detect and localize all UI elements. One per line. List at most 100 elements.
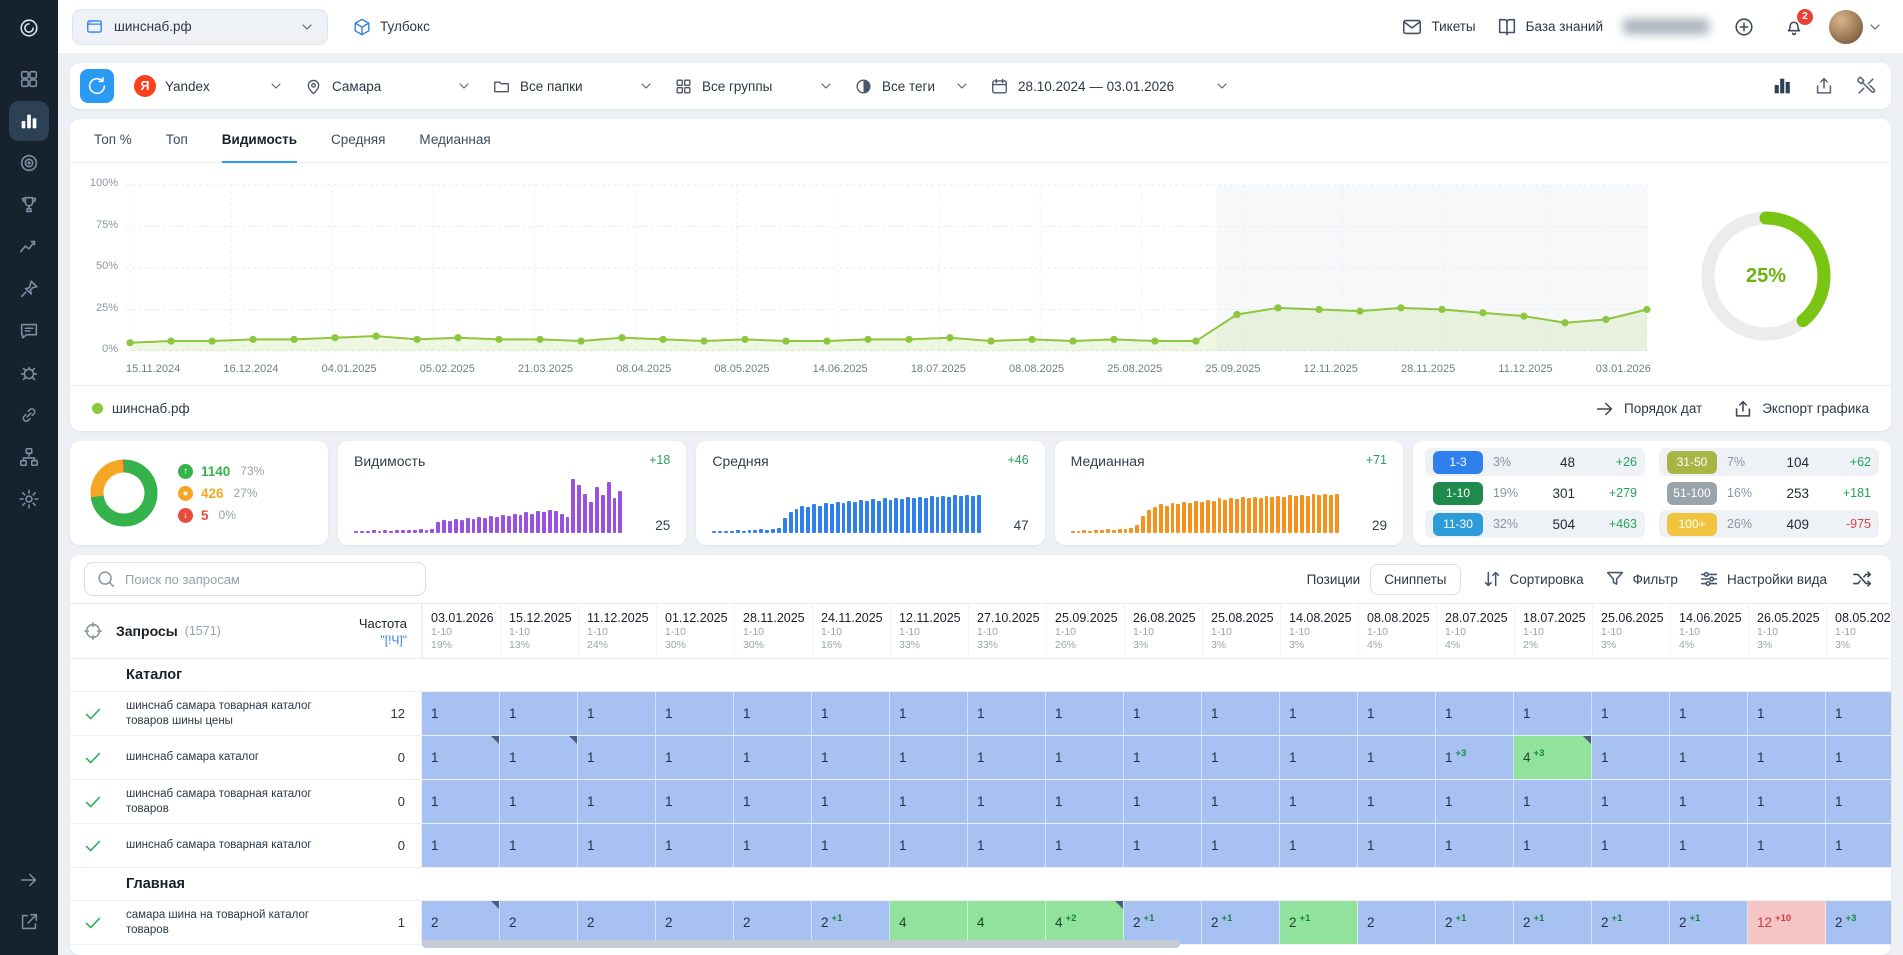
position-cell[interactable]: 4 +2 bbox=[1046, 901, 1124, 944]
position-cell[interactable]: 2 +1 bbox=[812, 901, 890, 944]
export-chart-button[interactable]: Экспорт графика bbox=[1732, 398, 1869, 420]
position-cell[interactable]: 1 bbox=[500, 736, 578, 779]
position-cell[interactable]: 2 +1 bbox=[1436, 901, 1514, 944]
snippets-toggle[interactable]: Сниппеты bbox=[1370, 563, 1461, 595]
position-cell[interactable]: 1 bbox=[1592, 780, 1670, 823]
sort-button[interactable]: Сортировка bbox=[1481, 568, 1584, 590]
group-header[interactable]: Главная bbox=[70, 868, 1891, 901]
date-column-header[interactable]: 18.07.2025 1-10 2% bbox=[1514, 604, 1592, 658]
tickets-link[interactable]: Тикеты bbox=[1401, 16, 1476, 38]
row-checkbox[interactable] bbox=[70, 824, 116, 867]
date-column-header[interactable]: 03.01.2026 1-10 19% bbox=[422, 604, 500, 658]
position-cell[interactable]: 1 bbox=[656, 736, 734, 779]
position-cell[interactable]: 1 bbox=[1748, 824, 1826, 867]
position-cell[interactable]: 1 bbox=[890, 824, 968, 867]
position-cell[interactable]: 1 bbox=[1280, 824, 1358, 867]
tab-4[interactable]: Медианная bbox=[419, 132, 491, 147]
date-column-header[interactable]: 14.08.2025 1-10 3% bbox=[1280, 604, 1358, 658]
position-cell[interactable]: 1 bbox=[1748, 692, 1826, 735]
position-cell[interactable]: 1 bbox=[1670, 780, 1748, 823]
position-cell[interactable]: 1 bbox=[734, 692, 812, 735]
position-cell[interactable]: 2 +1 bbox=[1514, 901, 1592, 944]
position-cell[interactable]: 1 bbox=[1826, 780, 1891, 823]
position-cell[interactable]: 2 bbox=[500, 901, 578, 944]
app-logo[interactable] bbox=[9, 8, 49, 48]
position-cell[interactable]: 1 bbox=[890, 692, 968, 735]
view-settings-button[interactable]: Настройки вида bbox=[1698, 568, 1827, 590]
sidebar-item-comments[interactable] bbox=[9, 311, 49, 351]
position-cell[interactable]: 1 bbox=[1592, 692, 1670, 735]
position-cell[interactable]: 1 bbox=[1202, 736, 1280, 779]
frequency-column-header[interactable]: Частота "[!Ч]" bbox=[346, 604, 422, 658]
sidebar-collapse-button[interactable] bbox=[9, 860, 49, 900]
position-cell[interactable]: 1 bbox=[1748, 736, 1826, 779]
position-cell[interactable]: 1 bbox=[1280, 780, 1358, 823]
knowledge-base-link[interactable]: База знаний bbox=[1496, 16, 1603, 38]
position-cell[interactable]: 1 bbox=[890, 736, 968, 779]
row-checkbox[interactable] bbox=[70, 692, 116, 735]
date-column-header[interactable]: 01.12.2025 1-10 30% bbox=[656, 604, 734, 658]
tab-1[interactable]: Топ bbox=[165, 132, 188, 147]
position-cell[interactable]: 1 bbox=[422, 780, 500, 823]
position-cell[interactable]: 1 bbox=[1046, 780, 1124, 823]
position-range-row-1-3[interactable]: 1-3 3% 48 +26 bbox=[1424, 448, 1645, 476]
position-cell[interactable]: 1 bbox=[1202, 780, 1280, 823]
position-cell[interactable]: 1 bbox=[1670, 736, 1748, 779]
position-cell[interactable]: 2 bbox=[656, 901, 734, 944]
position-cell[interactable]: 1 bbox=[812, 824, 890, 867]
query-text[interactable]: шинснаб самара каталог bbox=[126, 751, 260, 764]
position-cell[interactable]: 1 bbox=[968, 824, 1046, 867]
position-cell[interactable]: 1 bbox=[1592, 736, 1670, 779]
position-cell[interactable]: 1 bbox=[812, 736, 890, 779]
date-column-header[interactable]: 26.05.2025 1-10 3% bbox=[1748, 604, 1826, 658]
position-cell[interactable]: 1 bbox=[500, 824, 578, 867]
position-range-row-1-10[interactable]: 1-10 19% 301 +279 bbox=[1425, 479, 1645, 507]
sidebar-item-audit[interactable] bbox=[9, 353, 49, 393]
sidebar-item-positions[interactable] bbox=[9, 101, 49, 141]
date-order-button[interactable]: Порядок дат bbox=[1594, 398, 1702, 420]
user-menu[interactable] bbox=[1829, 9, 1883, 44]
group-header[interactable]: Каталог bbox=[70, 659, 1891, 692]
sidebar-item-trends[interactable] bbox=[9, 227, 49, 267]
position-cell[interactable]: 1 bbox=[656, 692, 734, 735]
position-cell[interactable]: 1 bbox=[1358, 780, 1436, 823]
row-checkbox[interactable] bbox=[70, 901, 116, 944]
row-checkbox[interactable] bbox=[70, 780, 116, 823]
tab-visibility-active[interactable]: Видимость bbox=[221, 119, 297, 163]
position-cell[interactable]: 1 bbox=[968, 692, 1046, 735]
position-cell[interactable]: 2 +1 bbox=[1670, 901, 1748, 944]
position-cell[interactable]: 1 bbox=[1358, 824, 1436, 867]
position-cell[interactable]: 2 +3 bbox=[1826, 901, 1891, 944]
shuffle-columns-button[interactable] bbox=[1847, 564, 1877, 594]
position-cell[interactable]: 1 bbox=[1202, 824, 1280, 867]
position-cell[interactable]: 1 bbox=[1514, 824, 1592, 867]
position-cell[interactable]: 4 bbox=[968, 901, 1046, 944]
position-cell[interactable]: 1 bbox=[1514, 692, 1592, 735]
date-column-header[interactable]: 26.08.2025 1-10 3% bbox=[1124, 604, 1202, 658]
position-cell[interactable]: 1 bbox=[1436, 780, 1514, 823]
position-cell[interactable]: 1 bbox=[578, 824, 656, 867]
sidebar-item-projects[interactable] bbox=[9, 59, 49, 99]
sidebar-item-settings[interactable] bbox=[9, 479, 49, 519]
position-cell[interactable]: 1 bbox=[1046, 736, 1124, 779]
date-column-header[interactable]: 24.11.2025 1-10 16% bbox=[812, 604, 890, 658]
position-cell[interactable]: 1 bbox=[1436, 824, 1514, 867]
position-cell[interactable]: 1 bbox=[1826, 736, 1891, 779]
query-text[interactable]: шинснаб самара товарная каталог товаров … bbox=[126, 700, 312, 727]
position-cell[interactable]: 1 bbox=[656, 780, 734, 823]
date-column-header[interactable]: 25.06.2025 1-10 3% bbox=[1592, 604, 1670, 658]
position-range-row-31-50[interactable]: 31-50 7% 104 +62 bbox=[1658, 448, 1879, 476]
position-cell[interactable]: 1 bbox=[1358, 692, 1436, 735]
filter-button[interactable]: Фильтр bbox=[1604, 568, 1678, 590]
position-cell[interactable]: 1 bbox=[1280, 736, 1358, 779]
position-cell[interactable]: 1 bbox=[1124, 824, 1202, 867]
position-cell[interactable]: 1 +3 bbox=[1436, 736, 1514, 779]
position-cell[interactable]: 1 bbox=[812, 780, 890, 823]
position-range-row-51-100[interactable]: 51-100 16% 253 +181 bbox=[1659, 479, 1879, 507]
chart-legend[interactable]: шинснаб.рф bbox=[92, 401, 190, 416]
sidebar-item-pinned[interactable] bbox=[9, 269, 49, 309]
position-cell[interactable]: 1 bbox=[500, 692, 578, 735]
chart-view-button[interactable] bbox=[1767, 71, 1797, 101]
date-column-header[interactable]: 11.12.2025 1-10 24% bbox=[578, 604, 656, 658]
